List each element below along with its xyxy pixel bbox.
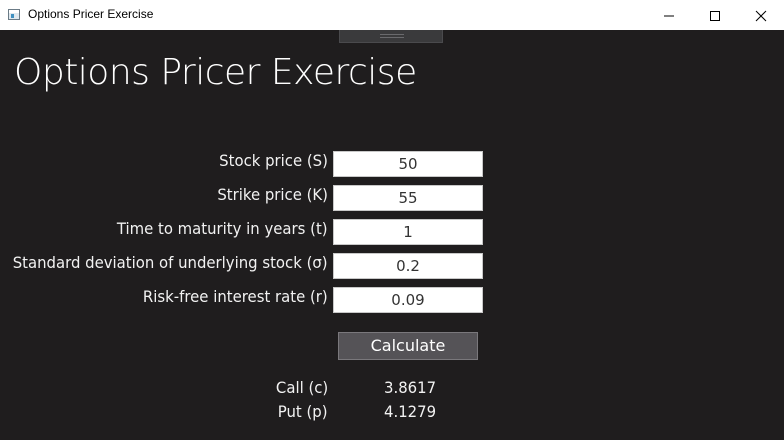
maximize-icon [710,11,720,21]
std-deviation-input[interactable] [333,253,483,279]
stock-price-label: Stock price (S) [219,151,328,170]
maximize-button[interactable] [692,0,738,30]
minimize-icon [664,15,674,17]
drag-handle[interactable] [339,30,443,43]
interest-rate-input[interactable] [333,287,483,313]
time-to-maturity-label: Time to maturity in years (t) [117,219,328,238]
interest-rate-label: Risk-free interest rate (r) [143,287,328,306]
put-value: 4.1279 [384,402,437,421]
time-to-maturity-input[interactable] [333,219,483,245]
title-bar[interactable]: Options Pricer Exercise [0,0,784,30]
close-icon [755,10,767,22]
call-label: Call (c) [275,378,328,397]
call-value: 3.8617 [384,378,437,397]
page-title: Options Pricer Exercise [14,52,417,93]
minimize-button[interactable] [646,0,692,30]
std-deviation-label: Standard deviation of underlying stock (… [13,253,328,272]
stock-price-input[interactable] [333,151,483,177]
close-button[interactable] [738,0,784,30]
strike-price-label: Strike price (K) [217,185,328,204]
app-window-icon [8,9,20,20]
put-label: Put (p) [278,402,328,421]
window-title: Options Pricer Exercise [28,7,154,21]
strike-price-input[interactable] [333,185,483,211]
calculate-button[interactable]: Calculate [338,332,478,360]
